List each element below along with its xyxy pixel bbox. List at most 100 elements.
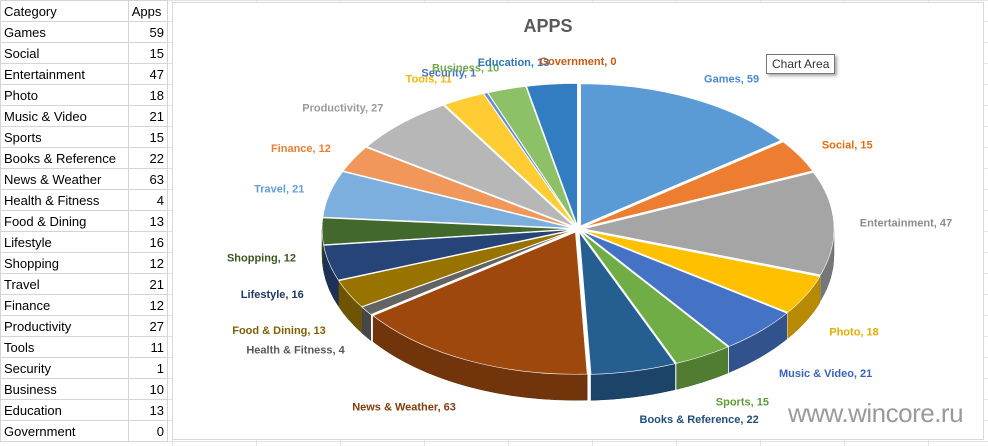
watermark: www.wincore.ru <box>788 398 964 428</box>
slice-sports[interactable] <box>580 231 729 364</box>
category-cell[interactable]: Tools <box>0 336 129 358</box>
data-table: Category Apps Games 59 Social 15 Entertainme… <box>0 0 169 442</box>
apps-cell[interactable]: 0 <box>127 420 169 442</box>
category-cell[interactable]: News & Weather <box>0 168 129 190</box>
data-label[interactable]: Games, 59 <box>704 74 759 86</box>
table-row: Music & Video 21 <box>0 105 169 127</box>
data-label[interactable]: Business, 10 <box>432 63 499 75</box>
apps-cell[interactable]: 13 <box>127 399 169 421</box>
slice-entertainment[interactable] <box>583 172 835 276</box>
slice-games[interactable] <box>580 83 782 227</box>
table-header-row: Category Apps <box>0 0 169 22</box>
slice-tools[interactable] <box>444 93 576 227</box>
slice-books-reference[interactable] <box>578 231 676 375</box>
apps-cell[interactable]: 13 <box>127 210 169 232</box>
slice-travel[interactable] <box>322 171 573 229</box>
header-apps[interactable]: Apps <box>127 0 169 22</box>
category-cell[interactable]: Food & Dining <box>0 210 129 232</box>
slice-food-dining[interactable] <box>338 230 573 308</box>
category-cell[interactable]: Business <box>0 378 129 400</box>
chart-area[interactable]: APPS Games, 59 Social, 15 Entertainment, 47… <box>172 2 984 440</box>
category-cell[interactable]: Games <box>0 21 129 43</box>
apps-cell[interactable]: 16 <box>127 231 169 253</box>
apps-cell[interactable]: 63 <box>127 168 169 190</box>
table-row: Tools 11 <box>0 336 169 358</box>
apps-cell[interactable]: 59 <box>127 21 169 43</box>
apps-cell[interactable]: 21 <box>127 105 169 127</box>
category-cell[interactable]: Social <box>0 42 129 64</box>
data-label[interactable]: Photo, 18 <box>829 326 879 338</box>
table-row: Finance 12 <box>0 294 169 316</box>
apps-cell[interactable]: 10 <box>127 378 169 400</box>
table-row: Lifestyle 16 <box>0 231 169 253</box>
data-label[interactable]: Sports, 15 <box>716 397 769 409</box>
data-label[interactable]: Food & Dining, 13 <box>232 325 325 337</box>
slice-health-fitness[interactable] <box>361 230 574 315</box>
data-label[interactable]: Security, 1 <box>421 67 476 79</box>
category-cell[interactable]: Education <box>0 399 129 421</box>
slice-lifestyle[interactable] <box>323 229 573 281</box>
category-cell[interactable]: Books & Reference <box>0 147 129 169</box>
slice-finance[interactable] <box>342 147 573 228</box>
apps-cell[interactable]: 27 <box>127 315 169 337</box>
category-cell[interactable]: Productivity <box>0 315 129 337</box>
slice-news-weather[interactable] <box>372 231 588 375</box>
table-row: News & Weather 63 <box>0 168 169 190</box>
category-cell[interactable]: Travel <box>0 273 129 295</box>
data-label[interactable]: Finance, 12 <box>271 143 331 155</box>
category-cell[interactable]: Entertainment <box>0 63 129 85</box>
data-labels: Games, 59 Social, 15 Entertainment, 47 Phot… <box>227 56 952 426</box>
apps-cell[interactable]: 47 <box>127 63 169 85</box>
data-label[interactable]: Education, 13 <box>478 57 550 69</box>
category-cell[interactable]: Security <box>0 357 129 379</box>
apps-cell[interactable]: 12 <box>127 294 169 316</box>
table-row: Health & Fitness 4 <box>0 189 169 211</box>
category-cell[interactable]: Music & Video <box>0 105 129 127</box>
category-cell[interactable]: Lifestyle <box>0 231 129 253</box>
table-row: Entertainment 47 <box>0 63 169 85</box>
slice-education[interactable] <box>526 83 578 226</box>
data-label[interactable]: Social, 15 <box>822 140 873 152</box>
slice-business[interactable] <box>487 86 577 226</box>
apps-cell[interactable]: 1 <box>127 357 169 379</box>
slice-shopping[interactable] <box>321 217 573 245</box>
table-row: Business 10 <box>0 378 169 400</box>
apps-cell[interactable]: 4 <box>127 189 169 211</box>
apps-cell[interactable]: 15 <box>127 42 169 64</box>
apps-cell[interactable]: 11 <box>127 336 169 358</box>
category-cell[interactable]: Government <box>0 420 129 442</box>
data-label[interactable]: News & Weather, 63 <box>352 401 456 413</box>
apps-cell[interactable]: 18 <box>127 84 169 106</box>
chart-area-tooltip: Chart Area <box>766 54 836 74</box>
data-label[interactable]: Tools, 11 <box>406 74 452 86</box>
data-label[interactable]: Health & Fitness, 4 <box>246 344 345 356</box>
slice-social[interactable] <box>583 141 814 228</box>
pie-chart[interactable]: APPS Games, 59 Social, 15 Entertainment, 47… <box>173 3 983 439</box>
data-label[interactable]: Books & Reference, 22 <box>640 414 759 426</box>
data-label[interactable]: Shopping, 12 <box>227 253 296 265</box>
data-label[interactable]: Entertainment, 47 <box>860 217 952 229</box>
table-row: Photo 18 <box>0 84 169 106</box>
slice-photo[interactable] <box>583 230 821 313</box>
category-cell[interactable]: Health & Fitness <box>0 189 129 211</box>
data-label[interactable]: Lifestyle, 16 <box>241 289 304 301</box>
category-cell[interactable]: Photo <box>0 84 129 106</box>
apps-cell[interactable]: 12 <box>127 252 169 274</box>
category-cell[interactable]: Shopping <box>0 252 129 274</box>
category-cell[interactable]: Finance <box>0 294 129 316</box>
slice-productivity[interactable] <box>366 104 575 227</box>
data-label[interactable]: Travel, 21 <box>254 183 304 195</box>
slice-security[interactable] <box>483 92 577 226</box>
slice-music-video[interactable] <box>582 231 788 347</box>
header-category[interactable]: Category <box>0 0 129 22</box>
table-row: Travel 21 <box>0 273 169 295</box>
apps-cell[interactable]: 15 <box>127 126 169 148</box>
apps-cell[interactable]: 21 <box>127 273 169 295</box>
data-label[interactable]: Productivity, 27 <box>302 102 383 114</box>
category-cell[interactable]: Sports <box>0 126 129 148</box>
data-label[interactable]: Music & Video, 21 <box>779 368 872 380</box>
table-row: Social 15 <box>0 42 169 64</box>
chart-title[interactable]: APPS <box>523 16 572 36</box>
data-label[interactable]: Government, 0 <box>539 56 616 68</box>
apps-cell[interactable]: 22 <box>127 147 169 169</box>
